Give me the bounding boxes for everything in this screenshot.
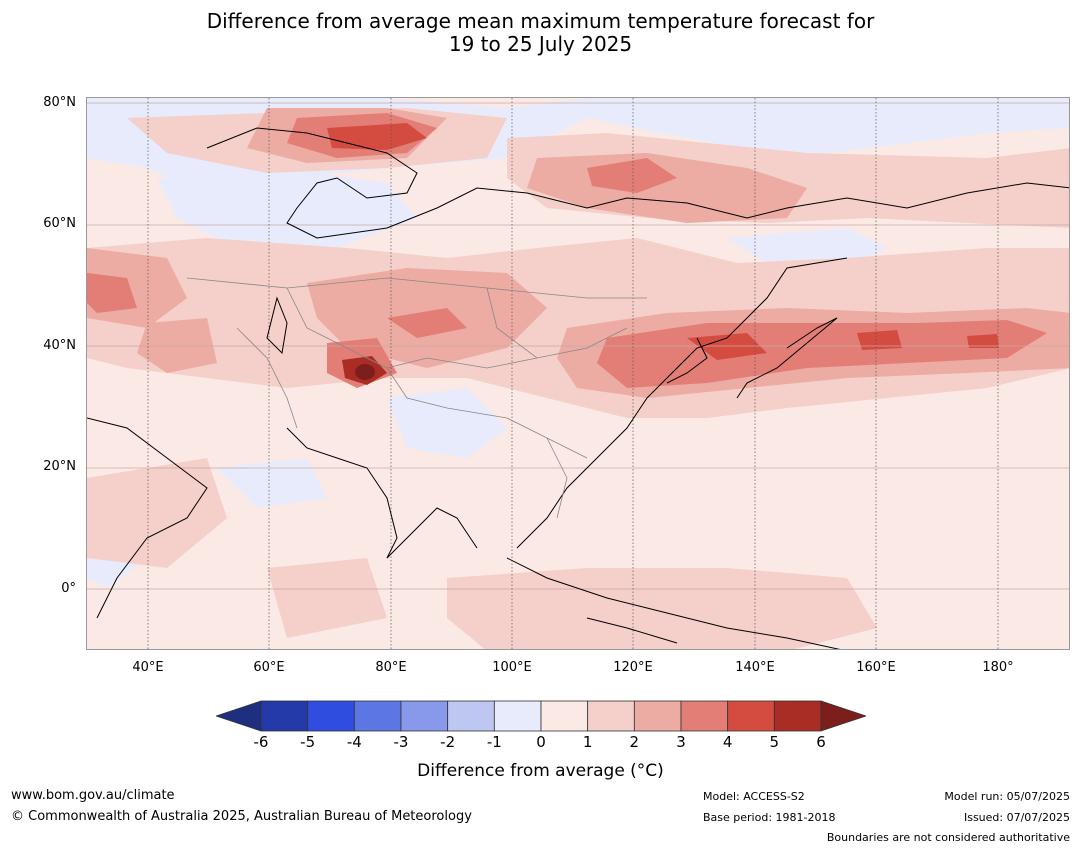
colorbar-tick-label: -3 bbox=[393, 733, 409, 751]
country-boundaries bbox=[186, 277, 647, 519]
warm-anomaly-region bbox=[967, 334, 999, 348]
colorbar-swatch bbox=[587, 700, 635, 732]
colorbar-swatch bbox=[447, 700, 495, 732]
colorbar bbox=[216, 700, 866, 732]
lon-label-40e: 40°E bbox=[132, 660, 164, 675]
colorbar-under-arrow bbox=[216, 700, 262, 732]
map-graphic bbox=[87, 98, 1069, 649]
colorbar-swatch bbox=[400, 700, 449, 732]
model-run-text: Model run: 05/07/2025 bbox=[944, 790, 1070, 803]
lat-label-60n: 60°N bbox=[43, 216, 76, 231]
warm-anomaly-region bbox=[137, 318, 217, 373]
model-text: Model: ACCESS-S2 bbox=[703, 790, 805, 803]
website-link[interactable]: www.bom.gov.au/climate bbox=[11, 788, 175, 803]
title-line-1: Difference from average mean maximum tem… bbox=[206, 9, 875, 33]
colorbar-swatch bbox=[633, 700, 682, 732]
lat-label-0: 0° bbox=[61, 581, 76, 596]
colorbar-swatch bbox=[307, 700, 355, 732]
warm-anomaly-region bbox=[447, 568, 877, 649]
cool-anomaly-region bbox=[217, 458, 327, 508]
colorbar-swatch bbox=[680, 700, 729, 732]
lon-label-120e: 120°E bbox=[613, 660, 653, 675]
colorbar-tick-label: 6 bbox=[816, 733, 826, 751]
colorbar-tick-label: 0 bbox=[536, 733, 546, 751]
colorbar-swatch bbox=[353, 700, 402, 732]
copyright-text: © Commonwealth of Australia 2025, Austra… bbox=[11, 809, 472, 824]
colorbar-tick-label: 1 bbox=[582, 733, 593, 751]
lat-gridlines bbox=[87, 102, 1069, 590]
lon-label-140e: 140°E bbox=[735, 660, 775, 675]
colorbar-tick-label: -4 bbox=[346, 733, 362, 751]
issued-text: Issued: 07/07/2025 bbox=[963, 811, 1070, 824]
colorbar-tick-label: -2 bbox=[440, 733, 456, 751]
colorbar-tick-label: 5 bbox=[769, 733, 780, 751]
colorbar-swatch bbox=[493, 700, 542, 732]
warm-anomaly-region bbox=[387, 308, 467, 338]
warm-anomaly-region bbox=[267, 558, 387, 638]
colorbar-swatch bbox=[540, 700, 589, 732]
lat-label-80n: 80°N bbox=[43, 95, 76, 110]
colorbar-swatch bbox=[773, 700, 822, 732]
colorbar-swatch bbox=[260, 700, 309, 732]
colorbar-over-arrow bbox=[820, 700, 866, 732]
lon-label-180: 180° bbox=[982, 660, 1014, 675]
colorbar-swatch bbox=[727, 700, 775, 732]
lon-label-60e: 60°E bbox=[253, 660, 285, 675]
colorbar-tick-label: -1 bbox=[486, 733, 502, 751]
warm-anomaly-region bbox=[857, 330, 902, 350]
map-title: Difference from average mean maximum tem… bbox=[0, 10, 1081, 56]
disclaimer-text: Boundaries are not considered authoritat… bbox=[826, 831, 1070, 844]
anomaly-map bbox=[86, 97, 1070, 650]
warm-anomaly-region bbox=[87, 458, 227, 568]
colorbar-tick-label: 3 bbox=[676, 733, 686, 751]
lon-label-160e: 160°E bbox=[856, 660, 896, 675]
coastlines bbox=[87, 127, 1069, 649]
warm-anomaly-region bbox=[687, 333, 767, 360]
warm-anomaly-region bbox=[327, 123, 427, 150]
cool-anomaly-region bbox=[387, 388, 507, 458]
warm-anomaly-region bbox=[587, 158, 677, 193]
lon-label-80e: 80°E bbox=[375, 660, 407, 675]
colorbar-label: Difference from average (°C) bbox=[417, 761, 664, 781]
colorbar-tick-label: -5 bbox=[300, 733, 316, 751]
colorbar-tick-label: 4 bbox=[722, 733, 733, 751]
base-period-text: Base period: 1981-2018 bbox=[703, 811, 836, 824]
colorbar-tick-label: 2 bbox=[629, 733, 640, 751]
lat-label-40n: 40°N bbox=[43, 338, 76, 353]
cool-anomaly-region bbox=[157, 168, 417, 248]
colorbar-tick-label: -6 bbox=[253, 733, 269, 751]
warm-anomaly-region bbox=[355, 364, 375, 380]
lat-label-20n: 20°N bbox=[43, 459, 76, 474]
title-line-2: 19 to 25 July 2025 bbox=[448, 32, 633, 56]
lon-label-100e: 100°E bbox=[492, 660, 532, 675]
warm-anomaly-region bbox=[87, 273, 137, 313]
